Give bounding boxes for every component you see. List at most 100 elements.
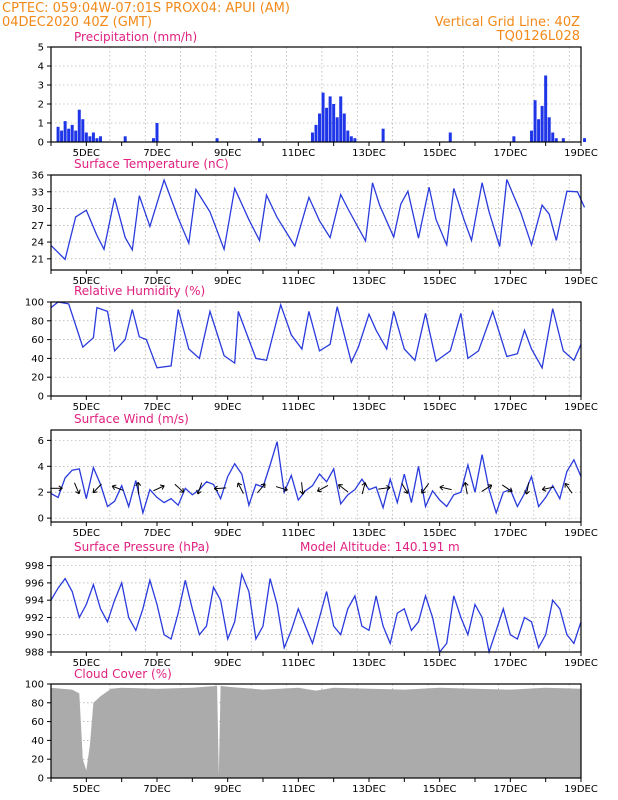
x-tick-label: 7DEC — [143, 148, 170, 159]
precip-bar — [554, 138, 558, 142]
precip-bar — [332, 104, 336, 142]
wind-arrow — [361, 482, 368, 495]
wind-arrow-head — [421, 488, 426, 494]
panel-annotation: Model Altitude: 140.191 m — [300, 540, 460, 554]
panel-title: Relative Humidity (%) — [74, 284, 205, 298]
x-tick-label: 13DEC — [352, 402, 386, 413]
wind-arrow — [135, 481, 142, 495]
x-tick-label: 19DEC — [564, 148, 598, 159]
x-tick-label: 15DEC — [423, 402, 457, 413]
x-tick-label: 9DEC — [214, 276, 241, 287]
x-tick-label: 15DEC — [423, 658, 457, 669]
x-tick-label: 17DEC — [493, 784, 527, 795]
wind-arrow-shaft — [174, 483, 185, 493]
panel-title: Precipitation (mm/h) — [74, 30, 197, 44]
wind-arrow-head — [317, 487, 322, 493]
wind-arrow — [421, 483, 430, 494]
y-tick-label: 36 — [31, 171, 44, 182]
wind-arrow-shaft — [464, 482, 468, 495]
x-tick-label: 15DEC — [423, 276, 457, 287]
panel-title: Cloud Cover (%) — [74, 667, 172, 681]
wind-arrow-head — [135, 481, 142, 487]
y-tick-label: 33 — [31, 187, 44, 198]
y-tick-label: 40 — [31, 736, 44, 747]
panel-3: Relative Humidity (%) 0 20 40 60 80 100 5DEC 7DE… — [25, 284, 598, 413]
y-tick-label: 60 — [31, 717, 44, 728]
wind-arrow — [73, 482, 81, 495]
precip-bar — [551, 132, 555, 142]
plot-frame — [50, 556, 582, 653]
precip-bar — [67, 128, 71, 142]
x-tick-label: 11DEC — [281, 784, 315, 795]
precip-bar — [381, 128, 385, 142]
panel-4: Surface Wind (m/s) 0 2 4 6 5DEC 7DEC 9DEC 11DEC 1… — [38, 412, 598, 539]
wind-arrow-shaft — [338, 484, 349, 493]
wind-arrow — [111, 484, 124, 491]
precip-bar — [544, 75, 548, 142]
precip-bar — [448, 132, 452, 142]
y-tick-label: 100 — [25, 680, 44, 691]
x-tick-label: 17DEC — [493, 528, 527, 539]
header-grid-line: Vertical Grid Line: 40Z — [435, 15, 580, 30]
wind-arrow — [174, 483, 185, 493]
wind-arrow — [92, 483, 102, 494]
wind-arrow-shaft — [197, 482, 203, 495]
wind-arrow-shaft — [481, 484, 493, 492]
wind-arrow-head — [236, 482, 243, 488]
x-tick-label: 19DEC — [564, 784, 598, 795]
x-tick-label: 5DEC — [73, 658, 100, 669]
x-tick-label: 7DEC — [143, 784, 170, 795]
wind-arrow-head — [361, 482, 368, 487]
precip-bar — [339, 96, 343, 142]
x-tick-label: 15DEC — [423, 148, 457, 159]
wind-arrow-head — [196, 489, 202, 495]
x-tick-label: 11DEC — [281, 276, 315, 287]
panel-title: Surface Temperature (nC) — [74, 157, 229, 171]
y-tick-label: 988 — [25, 648, 44, 659]
wind-arrow-head — [213, 485, 219, 492]
header-model-id: TQ0126L028 — [496, 29, 580, 44]
precip-bar — [325, 107, 329, 142]
wind-arrow — [439, 484, 452, 491]
y-tick-label: 0 — [38, 392, 44, 403]
x-tick-label: 11DEC — [281, 402, 315, 413]
series-line — [50, 301, 582, 370]
y-tick-label: 4 — [38, 62, 44, 73]
wind-arrow — [524, 482, 530, 495]
wind-arrow — [213, 485, 227, 492]
y-tick-label: 2 — [38, 488, 44, 499]
wind-arrow-shaft — [542, 486, 555, 491]
precip-bar — [335, 117, 339, 142]
wind-arrow-head — [92, 488, 98, 494]
y-tick-label: 0 — [38, 774, 44, 785]
wind-arrow-shaft — [112, 485, 124, 491]
wind-arrow-head — [283, 486, 288, 492]
y-tick-label: 40 — [31, 354, 44, 365]
x-tick-label: 17DEC — [493, 402, 527, 413]
panel-1: Precipitation (mm/h) 0 1 2 3 4 5 5DEC 7DEC 9DEC 11… — [38, 30, 598, 159]
precip-bar — [56, 126, 60, 142]
x-tick-label: 7DEC — [143, 528, 170, 539]
precip-bar — [63, 121, 67, 142]
wind-arrow — [541, 486, 555, 492]
wind-arrow-head — [439, 484, 445, 491]
wind-arrow — [153, 484, 165, 492]
wind-arrow-head — [299, 490, 306, 495]
wind-arrow-head — [111, 484, 117, 491]
x-tick-label: 17DEC — [493, 148, 527, 159]
x-tick-label: 13DEC — [352, 528, 386, 539]
wind-arrow-head — [260, 483, 266, 489]
precip-bar — [98, 136, 102, 142]
y-tick-label: 0 — [38, 514, 44, 525]
wind-arrow-head — [507, 487, 513, 493]
precip-bar — [349, 136, 353, 142]
wind-arrow-shaft — [275, 486, 288, 491]
precip-bar — [537, 119, 541, 142]
x-tick-label: 19DEC — [564, 402, 598, 413]
x-tick-label: 9DEC — [214, 528, 241, 539]
wind-arrow-shaft — [401, 482, 409, 494]
precip-bar — [540, 105, 544, 142]
y-tick-label: 994 — [25, 596, 44, 607]
x-tick-label: 17DEC — [493, 276, 527, 287]
y-tick-label: 60 — [31, 335, 44, 346]
